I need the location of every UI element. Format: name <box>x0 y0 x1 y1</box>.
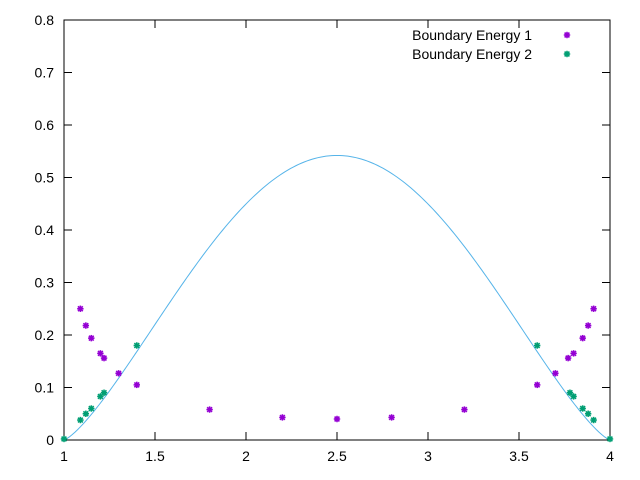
x-tick-label: 3 <box>424 448 432 464</box>
y-axis: 0 0.1 0.2 0.3 0.4 0.5 0.6 0.7 0.8 <box>35 12 610 448</box>
series-1-point <box>97 350 104 357</box>
series-2-point <box>590 416 597 424</box>
marker-d2 <box>77 417 84 424</box>
x-tick-label: 1 <box>60 448 68 464</box>
series-1-point <box>570 350 577 357</box>
marker-d2 <box>534 342 541 349</box>
y-tick-label: 0.2 <box>35 327 55 343</box>
x-tick-label: 2.5 <box>327 448 347 464</box>
series-2-point <box>77 416 84 424</box>
x-tick-label: 1.5 <box>145 448 165 464</box>
series-1-point <box>534 381 541 389</box>
series-1-point <box>77 305 84 312</box>
series-2-point <box>60 435 68 443</box>
marker-d2 <box>82 322 89 329</box>
series-1-point <box>133 381 140 389</box>
marker-d2 <box>61 435 67 442</box>
series-2-point <box>566 389 574 396</box>
marker-d2 <box>133 381 140 388</box>
curve-layer <box>63 154 611 441</box>
series-2-point <box>579 405 586 412</box>
series-1-point <box>584 322 592 329</box>
series-1-point <box>88 334 95 342</box>
marker-d2 <box>579 335 586 342</box>
series-1-point <box>279 414 286 421</box>
y-tick-label: 0.6 <box>35 117 55 133</box>
marker-d2 <box>564 32 570 38</box>
marker-d2 <box>564 51 570 57</box>
y-tick-label: 0.4 <box>35 222 55 238</box>
marker-d2 <box>579 405 586 412</box>
y-tick-label: 0.1 <box>35 380 55 396</box>
fit-curve <box>63 154 611 441</box>
marker-d2 <box>101 389 108 396</box>
series-1-point <box>388 414 395 421</box>
marker-d2 <box>334 416 340 422</box>
series-1-point <box>115 370 122 377</box>
legend-label: Boundary Energy 1 <box>412 27 532 43</box>
series-1-point <box>206 406 213 413</box>
marker-d2 <box>115 370 122 377</box>
marker-d2 <box>279 414 286 421</box>
y-tick-label: 0 <box>46 432 54 448</box>
series-1-point <box>552 370 559 377</box>
marker-d2 <box>206 406 213 413</box>
x-tick-label: 2 <box>242 448 250 464</box>
marker-d2 <box>82 410 89 417</box>
y-tick-label: 0.5 <box>35 170 55 186</box>
marker-d2 <box>585 322 592 329</box>
plot-frame <box>63 19 611 441</box>
x-tick-label: 3.5 <box>509 448 529 464</box>
points-layer <box>60 305 614 443</box>
marker-d2 <box>88 405 95 412</box>
legend-marker <box>563 31 571 39</box>
marker-d2 <box>77 305 84 312</box>
legend-marker <box>563 50 571 58</box>
marker-d2 <box>566 389 573 396</box>
series-2-point <box>534 342 541 349</box>
series-2-point <box>606 435 614 443</box>
marker-d2 <box>570 393 577 400</box>
legend-label: Boundary Energy 2 <box>412 46 532 62</box>
marker-d2 <box>101 355 108 362</box>
y-tick-label: 0.7 <box>35 65 55 81</box>
marker-d2 <box>552 370 559 377</box>
series-2-point <box>100 389 108 396</box>
marker-d2 <box>534 381 541 388</box>
series-2-point <box>82 410 90 417</box>
legend: Boundary Energy 1 Boundary Energy 2 <box>412 27 571 62</box>
series-1-point <box>579 334 586 342</box>
y-tick-label: 0.3 <box>35 275 55 291</box>
series-1-point <box>564 354 572 362</box>
x-axis: 1 1.5 2 2.5 3 3.5 4 <box>60 20 614 464</box>
marker-d2 <box>590 417 597 424</box>
marker-d2 <box>461 406 468 413</box>
marker-d2 <box>570 350 577 357</box>
marker-d2 <box>565 355 572 362</box>
series-1-point <box>100 354 108 362</box>
marker-d2 <box>88 335 95 342</box>
marker-d2 <box>590 305 597 312</box>
series-1-point <box>333 415 341 423</box>
series-2-point <box>570 393 577 400</box>
x-tick-label: 4 <box>606 448 614 464</box>
series-2-point <box>88 405 95 412</box>
series-2-point <box>584 410 592 417</box>
marker-d2 <box>388 414 395 421</box>
marker-d2 <box>133 342 140 349</box>
marker-d2 <box>585 410 592 417</box>
y-tick-label: 0.8 <box>35 12 55 28</box>
series-1-point <box>461 406 468 413</box>
marker-d2 <box>97 350 104 357</box>
series-2-point <box>133 342 140 349</box>
series-1-point <box>590 305 597 312</box>
marker-d2 <box>607 435 613 442</box>
series-1-point <box>82 322 90 329</box>
